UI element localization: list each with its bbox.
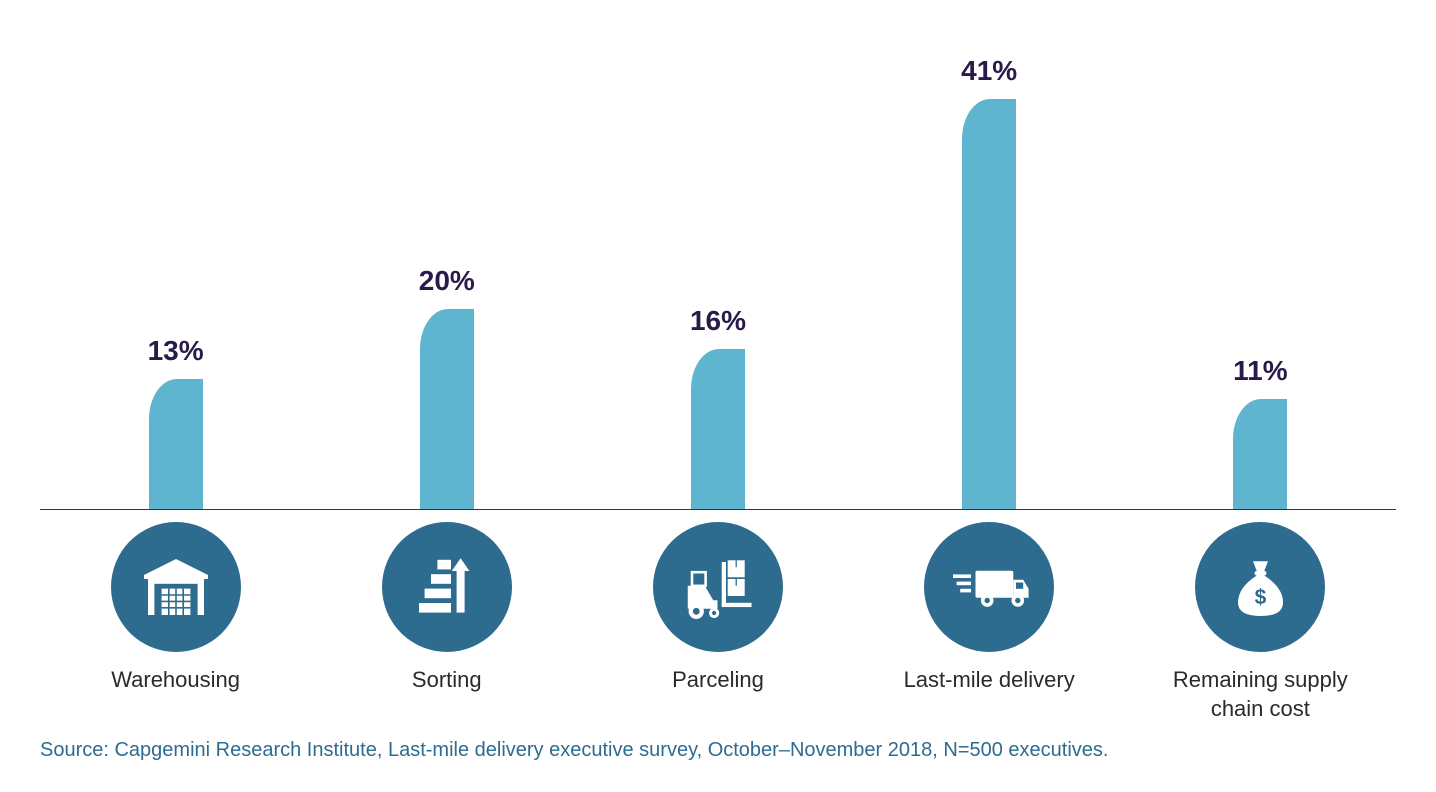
bar-group-remaining: 11% bbox=[1125, 355, 1395, 509]
source-text: Source: Capgemini Research Institute, La… bbox=[40, 739, 1108, 762]
warehouse-icon bbox=[111, 522, 241, 652]
bar-value-label: 41% bbox=[961, 55, 1017, 87]
bar-value-label: 13% bbox=[148, 335, 204, 367]
bar bbox=[420, 309, 474, 509]
category-remaining: $ Remaining supply chain cost bbox=[1125, 522, 1395, 723]
bar bbox=[691, 349, 745, 509]
bar-value-label: 20% bbox=[419, 265, 475, 297]
bar-value-label: 16% bbox=[690, 305, 746, 337]
forklift-icon bbox=[653, 522, 783, 652]
money-bag-icon: $ bbox=[1195, 522, 1325, 652]
bar bbox=[1233, 399, 1287, 509]
bar-group-sorting: 20% bbox=[312, 265, 582, 509]
bar bbox=[962, 99, 1016, 509]
bar bbox=[149, 379, 203, 509]
bar-chart: 13% 20% 16% 41% 11% bbox=[40, 50, 1396, 510]
category-sorting: Sorting bbox=[312, 522, 582, 723]
category-label: Parceling bbox=[672, 666, 764, 695]
category-label: Sorting bbox=[412, 666, 482, 695]
svg-text:$: $ bbox=[1255, 586, 1267, 609]
bar-value-label: 11% bbox=[1233, 355, 1288, 387]
category-label: Remaining supply chain cost bbox=[1150, 666, 1370, 723]
category-label: Last-mile delivery bbox=[904, 666, 1075, 695]
category-last-mile: Last-mile delivery bbox=[854, 522, 1124, 723]
bar-group-warehousing: 13% bbox=[41, 335, 311, 509]
category-label: Warehousing bbox=[111, 666, 240, 695]
sorting-icon bbox=[382, 522, 512, 652]
category-warehousing: Warehousing bbox=[41, 522, 311, 723]
category-icons-row: Warehousing Sorting bbox=[40, 522, 1396, 723]
truck-icon bbox=[924, 522, 1054, 652]
bar-group-last-mile: 41% bbox=[854, 55, 1124, 509]
bar-group-parceling: 16% bbox=[583, 305, 853, 509]
category-parceling: Parceling bbox=[583, 522, 853, 723]
